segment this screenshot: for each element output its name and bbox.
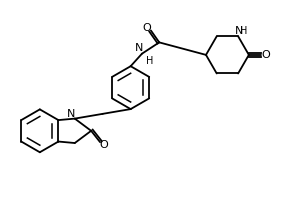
- Text: O: O: [262, 50, 270, 60]
- Text: N: N: [67, 109, 75, 119]
- Text: O: O: [99, 140, 108, 150]
- Text: H: H: [146, 56, 153, 66]
- Text: H: H: [240, 26, 247, 36]
- Text: N: N: [134, 43, 143, 53]
- Text: N: N: [235, 26, 243, 36]
- Text: O: O: [142, 23, 151, 33]
